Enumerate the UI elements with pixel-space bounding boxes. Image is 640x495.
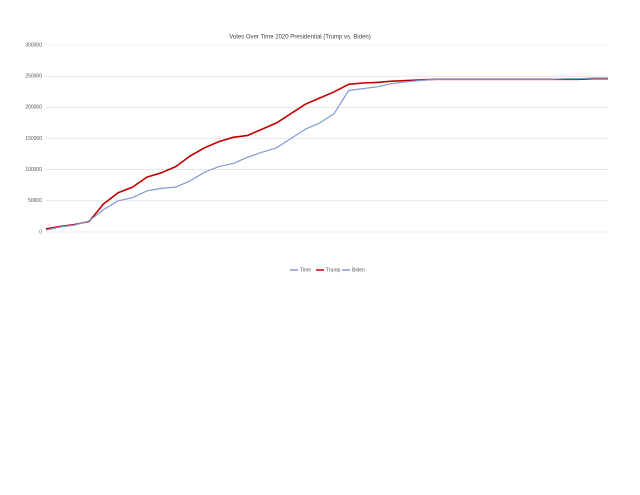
y-tick-label: 200000 (25, 105, 42, 111)
legend-label: Trump (326, 267, 340, 273)
y-tick-label: 100000 (25, 167, 42, 173)
y-tick-label: 250000 (25, 73, 42, 79)
y-tick-label: 0 (39, 229, 42, 235)
chart-area (28, 28, 612, 278)
series-line (45, 77, 608, 231)
chart-title: Votes Over Time 2020 Presidential (Trump… (229, 35, 371, 41)
y-tick-label: 300000 (25, 42, 42, 48)
y-tick-label: 150000 (25, 136, 42, 142)
y-tick-label: 50000 (28, 198, 42, 204)
legend-label: Biden (352, 267, 365, 273)
legend-label: Time (300, 267, 311, 273)
